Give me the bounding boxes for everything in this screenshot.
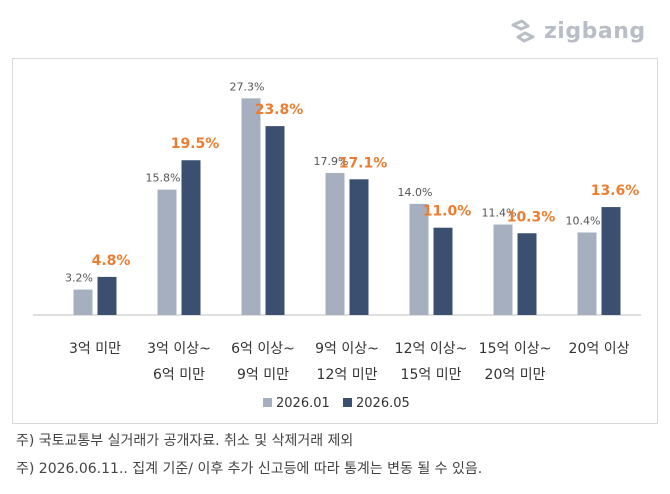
bar-series-1-5 bbox=[493, 224, 513, 315]
x-tick-label-3-0: 9억 이상~ bbox=[315, 341, 379, 357]
data-label-series-1-6: 10.4% bbox=[566, 214, 601, 227]
legend-swatch-1 bbox=[263, 398, 272, 407]
x-tick-label-6-0: 20억 이상 bbox=[569, 341, 630, 357]
data-label-series-2-3: 17.1% bbox=[339, 155, 388, 171]
bar-series-2-6 bbox=[601, 207, 621, 315]
chart-container: 3.2% 4.8% 3억 미만 15.8% 19.5% 3억 이상~ 6억 미만 27.3% 2… bbox=[12, 58, 658, 424]
bar-chart: 3.2% 4.8% 3억 미만 15.8% 19.5% 3억 이상~ 6억 미만 27.3% 2… bbox=[33, 80, 641, 411]
bar-series-2-3 bbox=[349, 179, 369, 315]
data-label-series-1-0: 3.2% bbox=[65, 272, 93, 285]
data-label-series-2-2: 23.8% bbox=[255, 102, 304, 118]
data-label-series-2-1: 19.5% bbox=[171, 136, 220, 152]
data-label-series-1-4: 14.0% bbox=[398, 186, 433, 199]
brand-name: zigbang bbox=[544, 18, 646, 44]
bar-series-1-1 bbox=[157, 189, 177, 315]
bar-series-1-4 bbox=[409, 203, 429, 315]
bar-series-1-0 bbox=[73, 289, 93, 315]
data-label-series-2-0: 4.8% bbox=[92, 253, 131, 269]
bar-series-2-4 bbox=[433, 227, 453, 315]
x-tick-label-1-0: 3억 이상~ bbox=[147, 341, 211, 357]
data-label-series-2-4: 11.0% bbox=[423, 204, 472, 220]
bar-series-2-0 bbox=[97, 276, 117, 315]
legend-label-1: 2026.01 bbox=[276, 396, 330, 411]
x-tick-label-5-0: 15억 이상~ bbox=[479, 341, 552, 357]
brand-logo: zigbang bbox=[508, 14, 658, 48]
bar-series-1-3 bbox=[325, 172, 345, 315]
bar-series-2-5 bbox=[517, 233, 537, 315]
data-label-series-2-6: 13.6% bbox=[591, 183, 640, 199]
x-tick-label-2-0: 6억 이상~ bbox=[231, 341, 295, 357]
x-tick-label-4-1: 15억 미만 bbox=[401, 367, 462, 383]
footnote-source: 주) 국토교통부 실거래가 공개자료. 취소 및 삭제거래 제외 bbox=[16, 433, 354, 449]
x-tick-label-4-0: 12억 이상~ bbox=[395, 341, 468, 357]
bar-series-1-6 bbox=[577, 232, 597, 315]
data-label-series-1-2: 27.3% bbox=[230, 80, 265, 93]
x-tick-label-0-0: 3억 미만 bbox=[69, 341, 121, 357]
data-label-series-2-5: 10.3% bbox=[507, 209, 556, 225]
zigbang-logo-icon bbox=[511, 19, 535, 43]
bar-series-1-2 bbox=[241, 98, 261, 315]
legend-label-2: 2026.05 bbox=[356, 396, 410, 411]
legend-swatch-2 bbox=[343, 398, 352, 407]
data-label-series-1-1: 15.8% bbox=[146, 172, 181, 185]
bar-series-2-2 bbox=[265, 126, 285, 315]
data-label-series-1-3: 17.9% bbox=[314, 155, 349, 168]
x-tick-label-2-1: 9억 미만 bbox=[237, 367, 289, 383]
x-tick-label-5-1: 20억 미만 bbox=[485, 367, 546, 383]
bar-series-2-1 bbox=[181, 160, 201, 315]
footnote-disclaimer: 주) 2026.06.11.. 집계 기준/ 이후 추가 신고등에 따라 통계는… bbox=[16, 461, 483, 477]
x-tick-label-3-1: 12억 미만 bbox=[317, 367, 378, 383]
data-label-series-1-5: 11.4% bbox=[482, 207, 517, 220]
x-tick-label-1-1: 6억 미만 bbox=[153, 367, 205, 383]
